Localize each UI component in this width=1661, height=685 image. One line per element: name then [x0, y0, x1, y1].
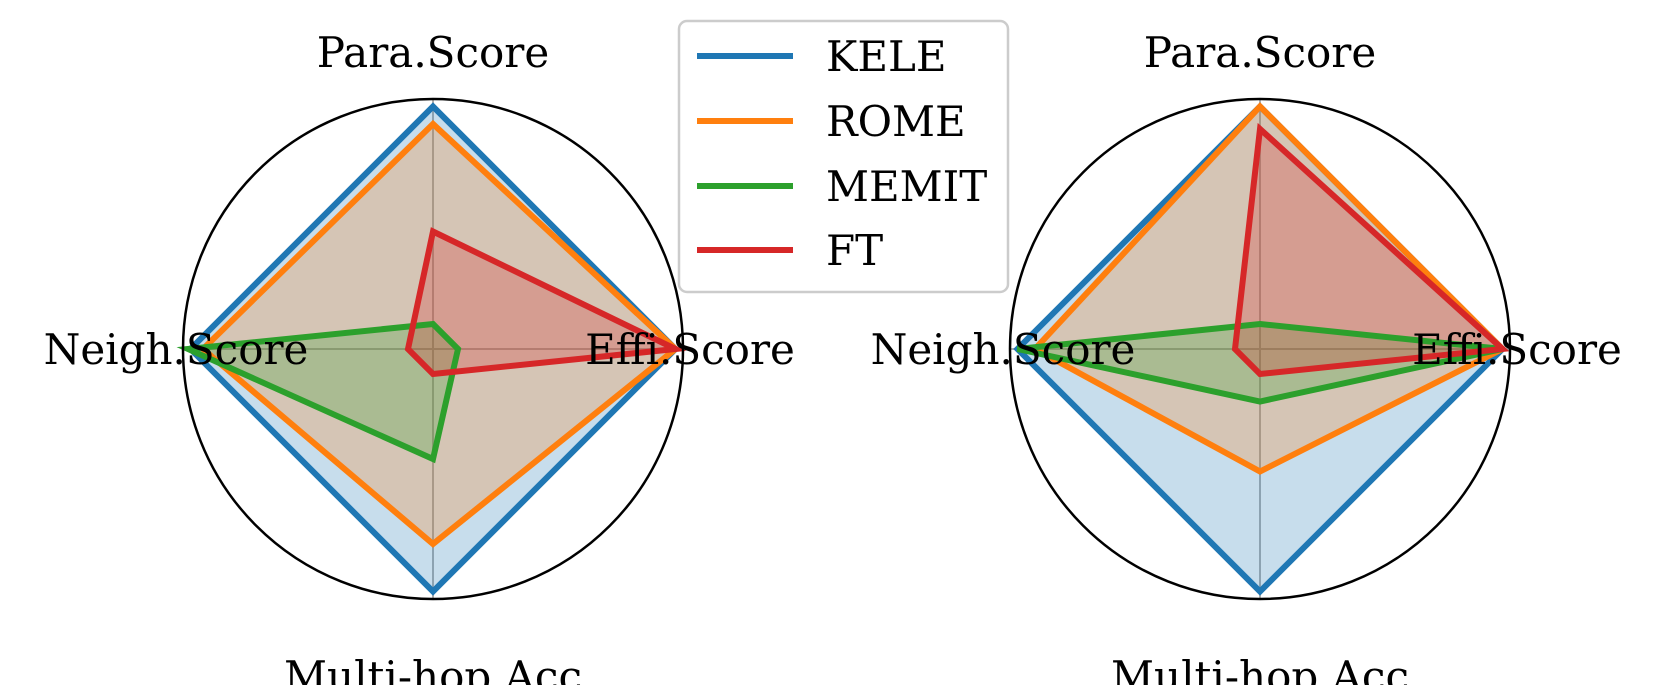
axis-label-right-multi-hop-acc: Multi-hop.Acc — [1111, 652, 1409, 685]
legend-entry-kele: KELE — [697, 32, 947, 81]
axis-label-right-effi-score: Effi.Score — [1412, 325, 1622, 374]
series-fill-left-ft — [408, 231, 676, 374]
series-line-left-kele — [186, 102, 680, 596]
axis-label-left-para-score: Para.Score — [317, 28, 549, 77]
radar-plot-right: Para.Score Effi.Score Multi-hop.Acc Neigh.S… — [871, 28, 1622, 685]
legend: KELE ROME MEMIT FT — [677, 19, 1010, 294]
series-line-right-memit — [1016, 320, 1504, 405]
axis-label-right-para-score: Para.Score — [1144, 28, 1376, 77]
legend-frame — [677, 19, 1010, 294]
polar-frame-left — [181, 97, 685, 601]
axis-label-left-effi-score: Effi.Score — [585, 325, 795, 374]
legend-entry-rome: ROME — [697, 97, 966, 146]
series-line-left-memit — [176, 320, 462, 464]
series-fill-right-memit — [1017, 324, 1503, 402]
legend-label-rome: ROME — [826, 97, 966, 146]
legend-entry-memit: MEMIT — [697, 162, 987, 211]
polar-frame-right — [1008, 97, 1512, 601]
legend-label-memit: MEMIT — [826, 162, 987, 211]
radar-plot-left: Para.Score Effi.Score Multi-hop.Acc Neigh.S… — [44, 28, 795, 685]
axis-label-left-multi-hop-acc: Multi-hop.Acc — [284, 652, 582, 685]
series-line-right-ft — [1231, 122, 1510, 378]
series-fill-right-ft — [1235, 129, 1503, 374]
legend-label-ft: FT — [826, 226, 883, 275]
axis-label-left-neigh-score: Neigh.Score — [44, 325, 309, 374]
series-fill-left-memit — [188, 324, 458, 459]
series-line-right-rome — [1030, 102, 1508, 475]
axis-label-right-neigh-score: Neigh.Score — [871, 325, 1136, 374]
legend-label-kele: KELE — [826, 32, 947, 81]
legend-entry-ft: FT — [697, 226, 883, 275]
series-line-left-rome — [198, 119, 681, 548]
series-line-left-ft — [404, 227, 687, 378]
